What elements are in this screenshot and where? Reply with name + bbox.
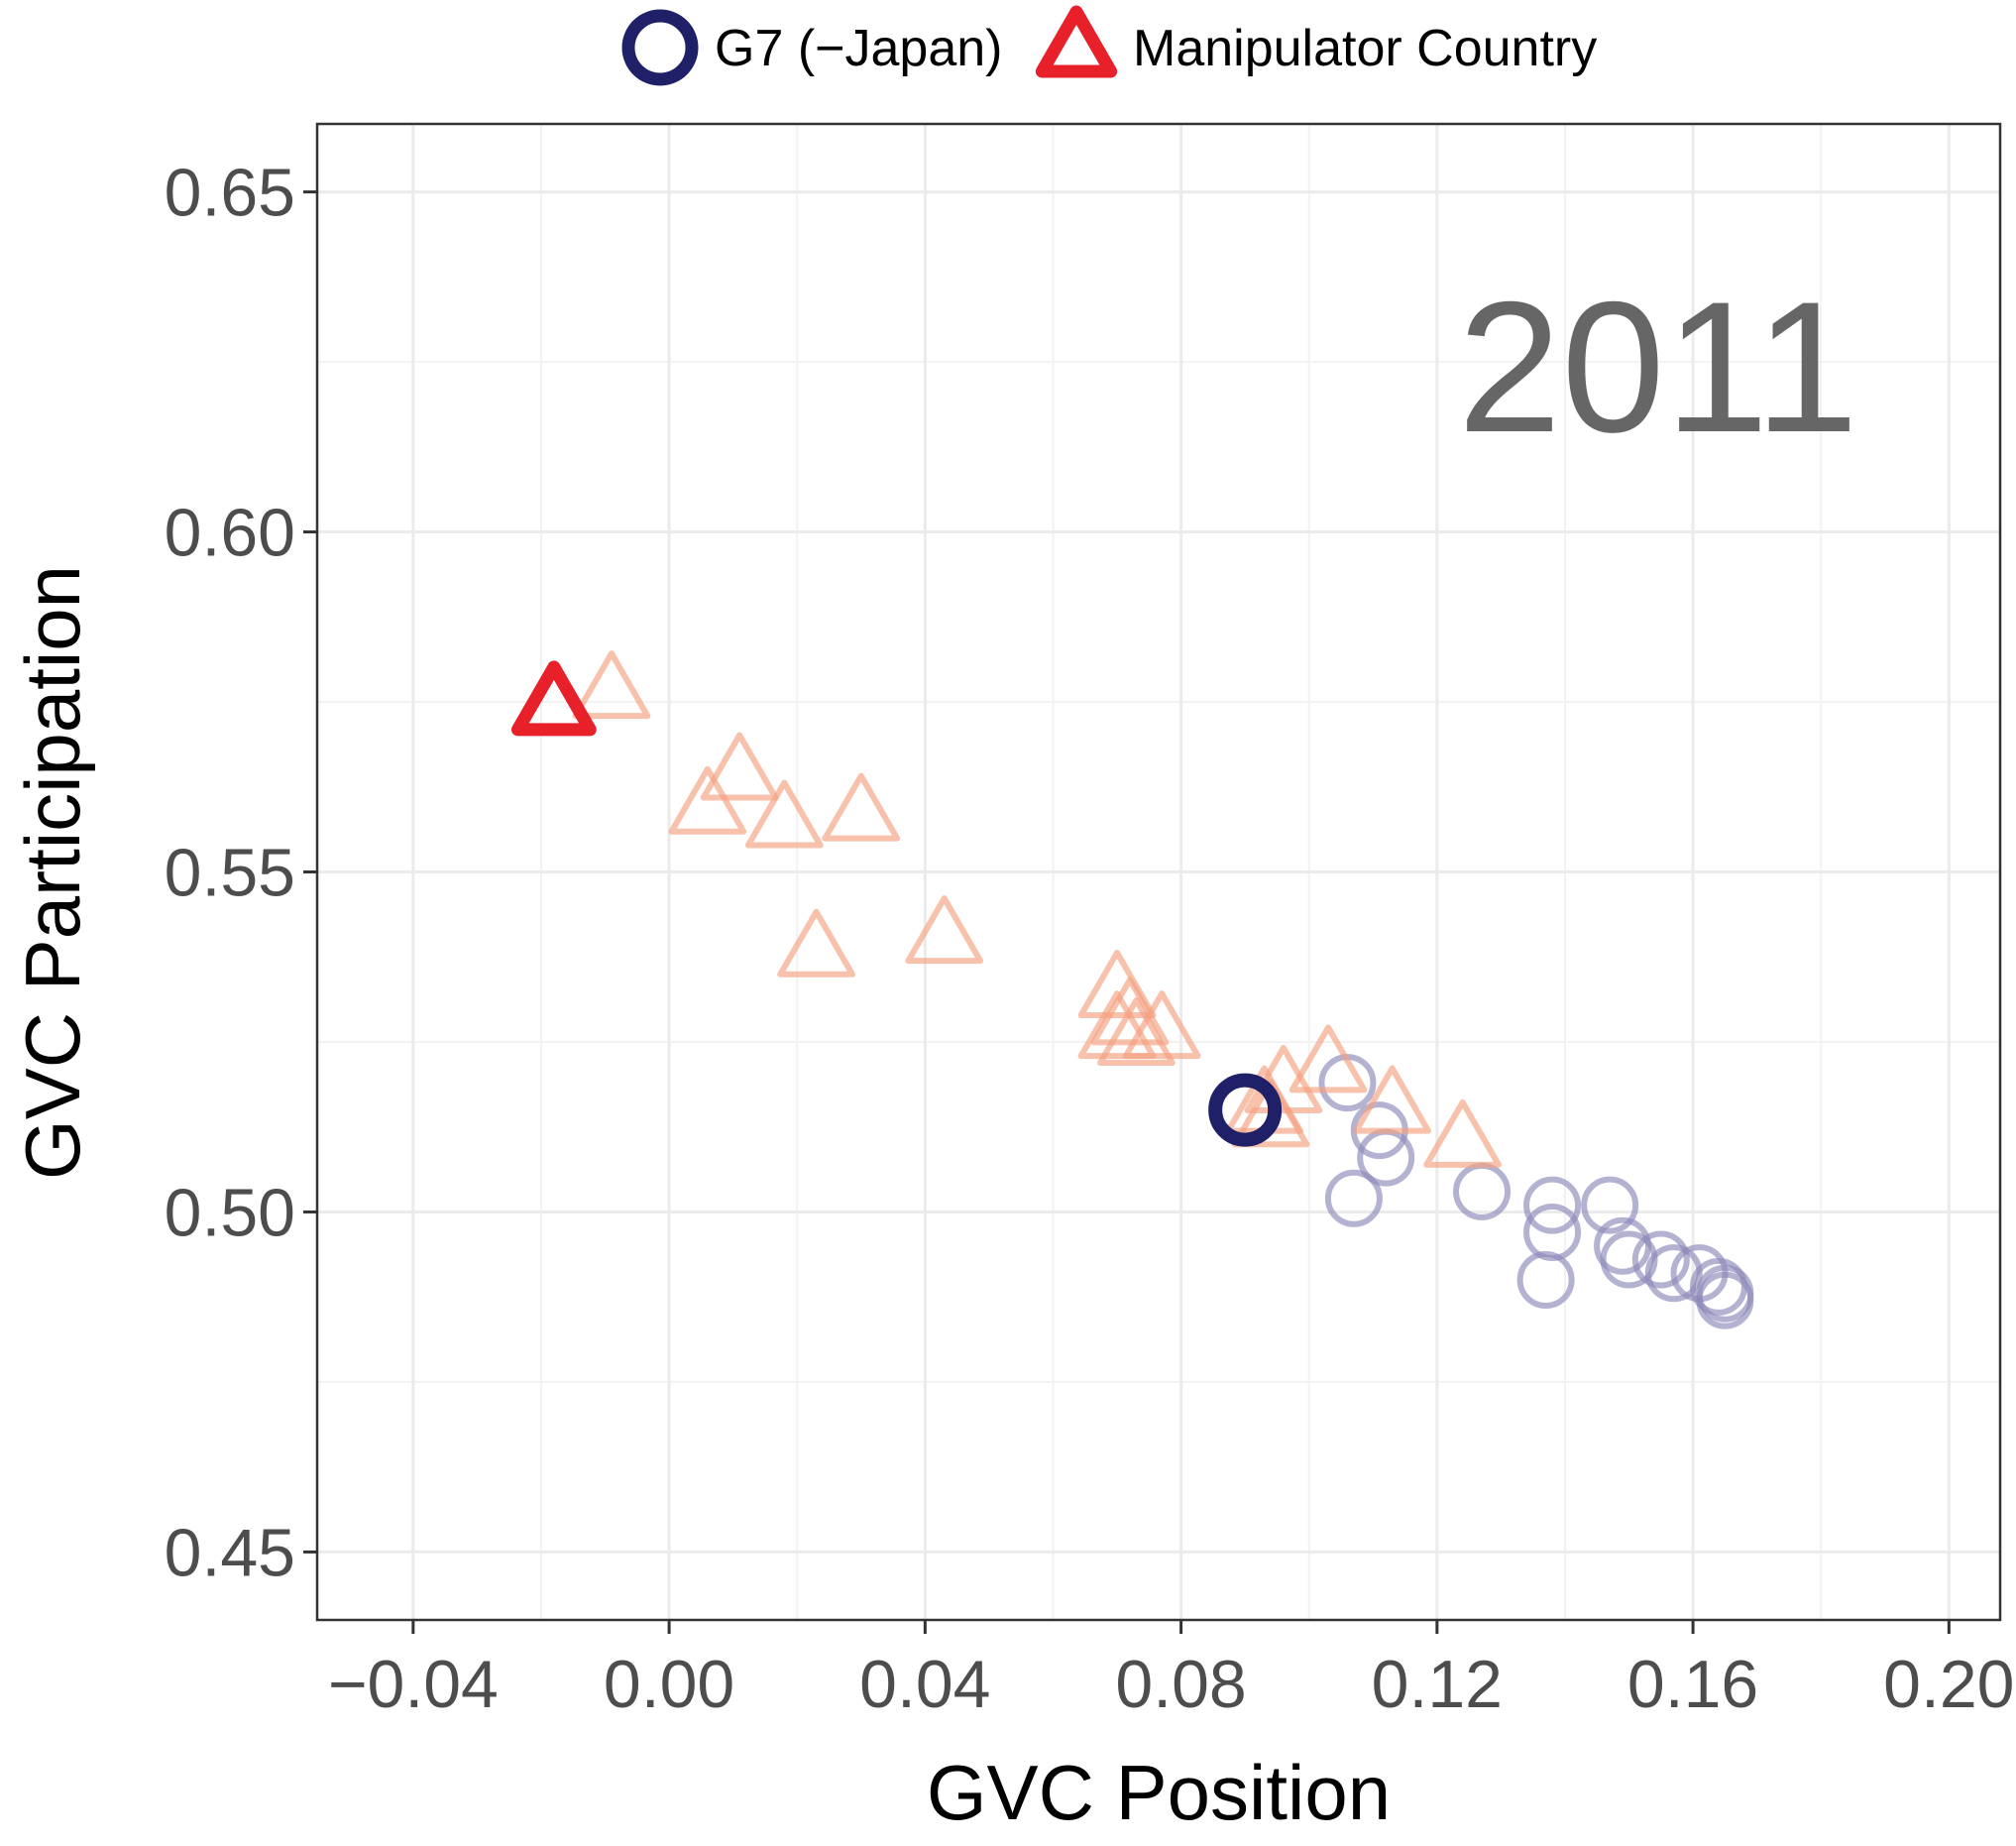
legend-label-manipulator: Manipulator Country — [1133, 20, 1597, 77]
g7-highlight-point — [1208, 1073, 1283, 1147]
y-tick-label: 0.50 — [165, 1175, 295, 1250]
manipulator-point — [1122, 990, 1201, 1060]
x-tick-label: 0.12 — [1372, 1647, 1503, 1722]
legend-circle-key — [621, 9, 699, 86]
manipulator-highlight-point — [511, 660, 597, 737]
g7-point — [1516, 1251, 1575, 1310]
manipulator-point — [1231, 1079, 1310, 1148]
data-points — [511, 650, 1754, 1329]
legend: G7 (−Japan) Manipulator Country — [621, 5, 1597, 86]
x-tick-label: −0.04 — [328, 1647, 499, 1722]
g7-point — [1523, 1176, 1582, 1234]
g7-point — [1581, 1176, 1639, 1234]
manipulator-point — [572, 650, 651, 720]
manipulator-point — [1097, 996, 1176, 1066]
manipulator-point — [905, 895, 984, 965]
legend-triangle-key — [1035, 5, 1118, 78]
x-tick-label: 0.00 — [604, 1647, 734, 1722]
y-tick-label: 0.65 — [165, 156, 295, 231]
y-tick-label: 0.55 — [165, 836, 295, 911]
grid — [317, 124, 2000, 1620]
g7-point — [1696, 1271, 1754, 1329]
manipulator-point — [1353, 1065, 1432, 1134]
manipulator-point — [1090, 977, 1170, 1046]
x-tick-label: 0.04 — [859, 1647, 990, 1722]
manipulator-point — [668, 765, 747, 835]
g7-point — [1523, 1204, 1582, 1262]
manipulator-point — [700, 732, 779, 801]
manipulator-point — [777, 908, 855, 978]
x-tick-label: 0.16 — [1627, 1647, 1758, 1722]
x-tick-label: 0.20 — [1883, 1647, 2014, 1722]
manipulator-point — [822, 772, 901, 842]
y-tick-label: 0.60 — [165, 496, 295, 571]
manipulator-point — [1077, 990, 1157, 1060]
x-tick-label: 0.08 — [1115, 1647, 1246, 1722]
manipulator-point — [1423, 1098, 1503, 1168]
y-axis-title: GVC Participation — [9, 565, 96, 1180]
g7-point — [1324, 1169, 1383, 1227]
legend-label-g7: G7 (−Japan) — [715, 20, 1003, 77]
g7-point — [1631, 1230, 1690, 1289]
manipulator-point — [744, 779, 824, 849]
year-annotation: 2011 — [1458, 263, 1858, 471]
manipulator-point — [1288, 1024, 1368, 1094]
x-axis-title: GVC Position — [927, 1749, 1391, 1836]
axis-ticks: −0.04 0.00 0.04 0.08 0.12 0.16 0.20 0.45 0.50 0.5… — [165, 156, 2015, 1722]
y-tick-label: 0.45 — [165, 1515, 295, 1590]
